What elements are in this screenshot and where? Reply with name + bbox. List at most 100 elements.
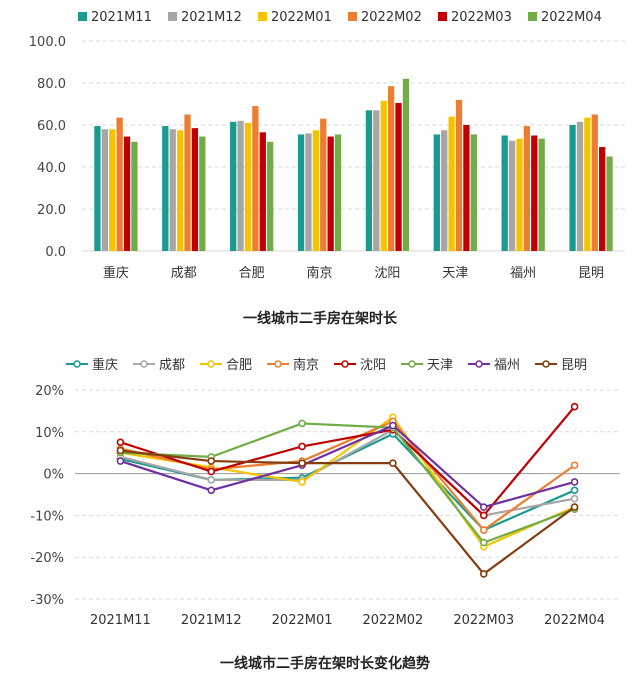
line-series-成都 — [120, 428, 575, 517]
bar-重庆-2022M01 — [109, 129, 116, 251]
line-x-tick-label: 2022M03 — [453, 613, 514, 628]
bar-成都-2022M03 — [191, 128, 199, 251]
line-y-tick-label: 0% — [43, 468, 64, 483]
watermark-text: 头条 @安居客 — [533, 651, 628, 669]
line-point-重庆 — [570, 486, 579, 495]
bar-chart-y-axis: 0.0 20.0 40.0 60.0 80.0 100.0 — [29, 35, 66, 260]
bar-x-tick-label: 福州 — [510, 266, 536, 281]
line-point-昆明 — [479, 570, 488, 578]
bar-成都-2022M02 — [184, 114, 191, 251]
line-legend-marker — [73, 360, 81, 368]
line-legend-marker — [341, 360, 349, 368]
bar-chart: 2021M11 2021M12 2022M01 2022M02 2022M03 2022M… — [29, 10, 625, 327]
bar-南京-2022M03 — [327, 136, 334, 251]
bar-天津-2021M11 — [433, 134, 440, 251]
bar-legend-swatch — [168, 12, 177, 21]
bar-沈阳-2022M02 — [387, 86, 395, 252]
bar-legend-swatch — [348, 12, 357, 21]
line-point-南京 — [570, 461, 579, 470]
line-chart-title: 一线城市二手房在架时长变化趋势 — [220, 655, 430, 672]
bar-南京-2022M02 — [320, 118, 327, 251]
line-series-福州 — [120, 424, 575, 509]
line-legend-marker — [140, 360, 148, 368]
bar-legend-label: 2022M04 — [541, 10, 602, 25]
line-x-tick-label: 2022M01 — [272, 613, 333, 628]
bar-成都-2022M04 — [199, 136, 206, 251]
line-point-天津 — [298, 419, 306, 428]
bar-chart-legend: 2021M11 2021M12 2022M01 2022M02 2022M03 2022M… — [78, 10, 602, 25]
line-y-tick-label: -30% — [30, 593, 64, 608]
line-point-沈阳 — [570, 402, 579, 411]
bar-重庆-2022M02 — [116, 117, 123, 252]
line-series-沈阳 — [120, 406, 576, 517]
bar-天津-2021M12 — [441, 130, 448, 251]
line-legend-label: 福州 — [494, 358, 520, 373]
line-chart-gridlines — [75, 389, 620, 600]
bar-昆明-2021M12 — [576, 121, 584, 251]
bar-x-tick-label: 合肥 — [239, 266, 265, 281]
bar-成都-2021M11 — [162, 126, 169, 251]
line-legend-label: 成都 — [159, 358, 185, 373]
bar-y-tick-label: 80.0 — [37, 77, 66, 92]
line-point-福州 — [570, 478, 579, 486]
line-chart-series — [116, 402, 579, 578]
bar-x-tick-label: 昆明 — [578, 266, 604, 281]
line-point-昆明 — [298, 459, 306, 467]
bar-天津-2022M03 — [463, 125, 470, 251]
bar-legend-swatch — [438, 12, 447, 21]
line-point-福州 — [116, 457, 125, 465]
bar-chart-x-axis: 重庆 成都 合肥 南京 沈阳 天津 福州 昆明 — [103, 265, 604, 281]
line-point-昆明 — [207, 457, 216, 465]
line-legend-label: 重庆 — [92, 357, 118, 373]
bar-昆明-2022M02 — [591, 114, 598, 251]
bar-南京-2022M01 — [312, 130, 320, 251]
line-point-沈阳 — [298, 442, 306, 451]
bar-天津-2022M04 — [470, 134, 477, 251]
line-legend-marker — [207, 360, 215, 368]
bar-福州-2022M01 — [516, 138, 523, 251]
line-y-tick-label: -10% — [30, 509, 64, 524]
bar-chart-title: 一线城市二手房在架时长 — [243, 310, 398, 327]
bar-y-tick-label: 100.0 — [29, 35, 66, 50]
bar-legend-swatch — [78, 12, 87, 21]
line-point-合肥 — [298, 478, 306, 486]
bar-福州-2021M11 — [501, 135, 508, 251]
bar-x-tick-label: 天津 — [442, 266, 468, 281]
line-point-沈阳 — [116, 438, 125, 447]
line-y-tick-label: 20% — [35, 384, 64, 399]
bar-成都-2021M12 — [169, 129, 176, 251]
bar-福州-2022M04 — [538, 138, 545, 251]
bar-昆明-2021M11 — [569, 125, 576, 251]
line-point-昆明 — [570, 503, 579, 511]
line-series-昆明 — [120, 449, 576, 576]
bar-重庆-2021M11 — [94, 126, 101, 251]
bar-沈阳-2022M01 — [380, 100, 387, 251]
line-point-成都 — [570, 494, 579, 503]
bar-合肥-2021M11 — [230, 121, 237, 251]
bar-y-tick-label: 40.0 — [37, 161, 66, 176]
bar-legend-label: 2021M12 — [181, 10, 242, 25]
line-x-tick-label: 2021M11 — [90, 613, 151, 628]
bar-合肥-2022M04 — [267, 141, 274, 251]
line-series-天津 — [120, 422, 575, 544]
line-point-沈阳 — [207, 467, 216, 476]
line-chart-x-axis: 2021M11 2021M12 2022M01 2022M02 2022M03 2022M… — [90, 613, 605, 628]
line-legend-label: 昆明 — [561, 358, 587, 373]
bar-重庆-2021M12 — [101, 129, 108, 251]
bar-合肥-2021M12 — [237, 120, 244, 251]
bar-x-tick-label: 南京 — [307, 265, 333, 281]
line-point-福州 — [479, 503, 488, 511]
bar-沈阳-2022M03 — [395, 102, 402, 251]
line-legend-label: 南京 — [293, 357, 319, 373]
bar-legend-label: 2021M11 — [91, 10, 152, 25]
bar-合肥-2022M01 — [244, 122, 252, 252]
bar-合肥-2022M02 — [252, 106, 259, 251]
bar-成都-2022M01 — [176, 130, 184, 251]
line-chart: 重庆 成都 合肥 南京 沈阳 天津 福州 昆明 20% 10% 0% -10% -20% -30% 20… — [30, 357, 620, 672]
line-legend-marker — [542, 360, 550, 368]
line-legend-marker — [475, 360, 483, 368]
line-point-昆明 — [116, 446, 125, 455]
bar-天津-2022M01 — [448, 116, 455, 251]
line-legend-label: 沈阳 — [360, 358, 386, 373]
